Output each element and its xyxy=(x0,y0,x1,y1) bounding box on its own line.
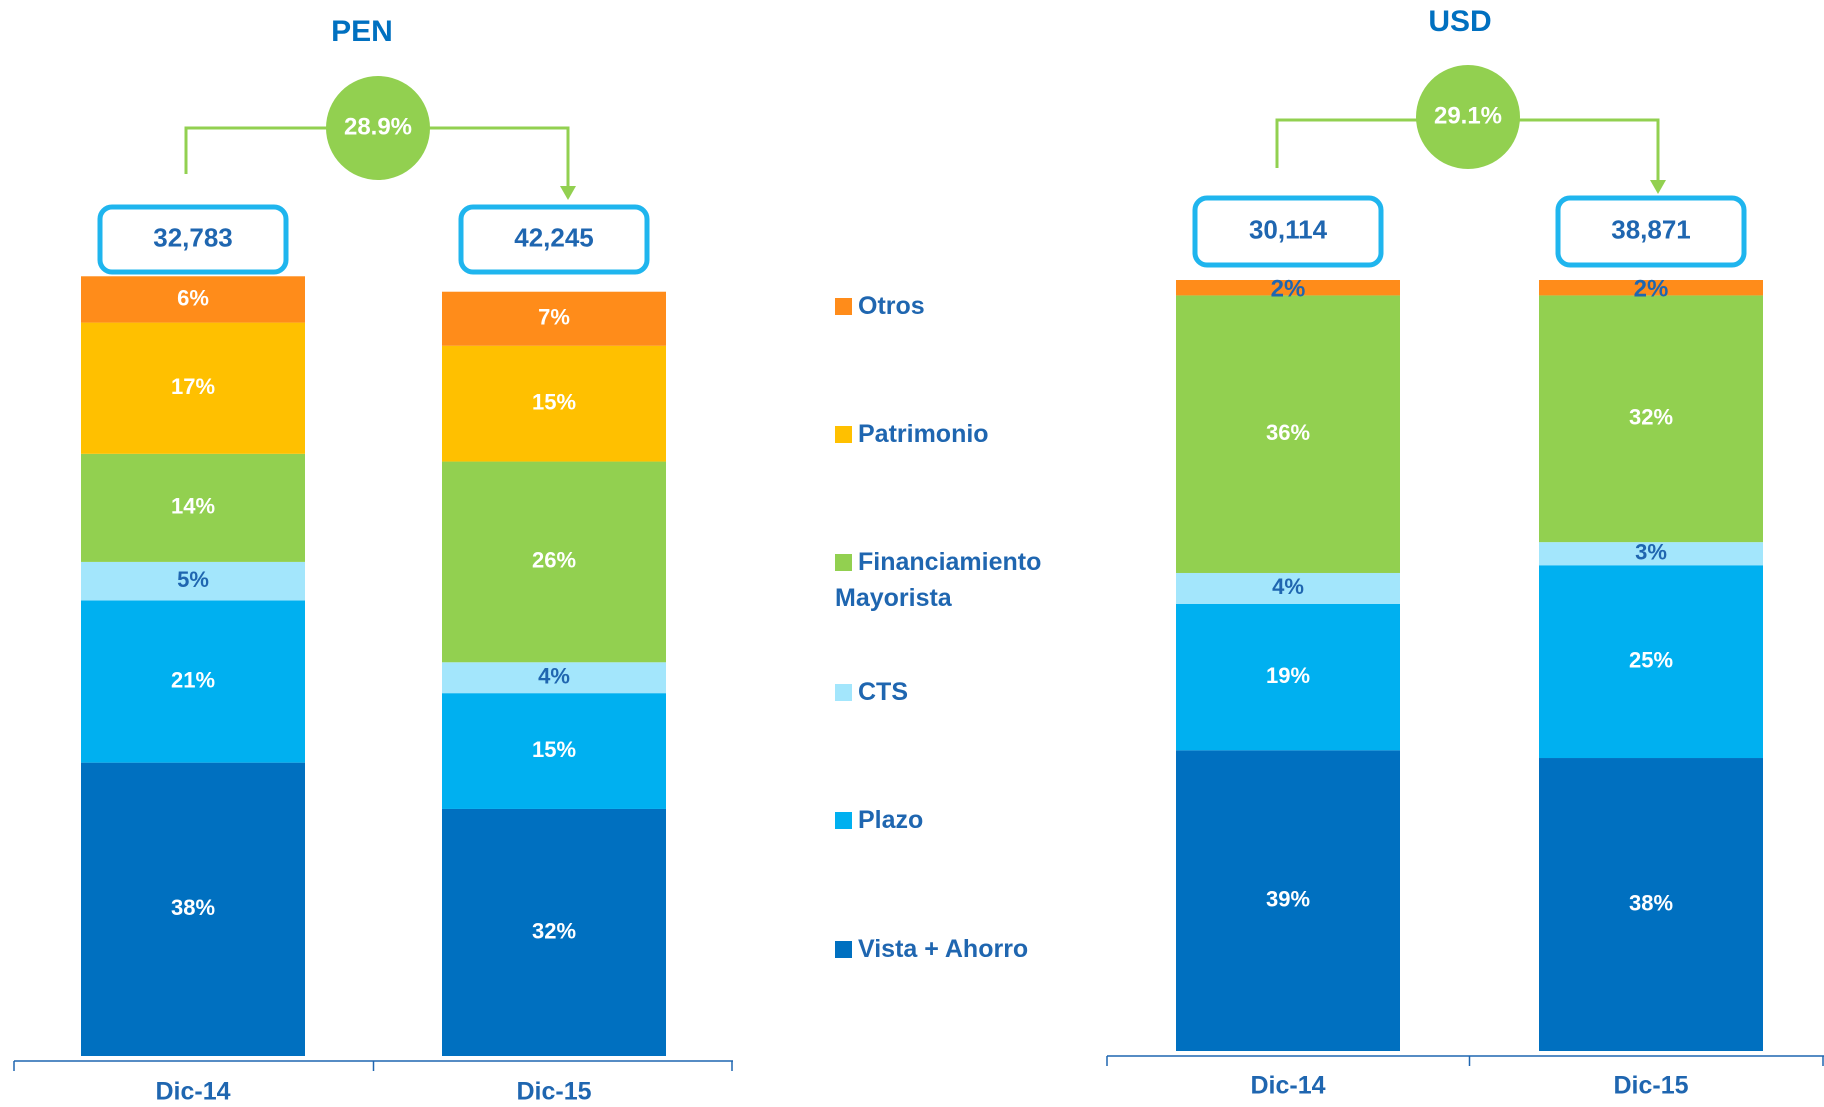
bar-segment xyxy=(1539,758,1763,1051)
data-label: 7% xyxy=(538,305,570,330)
legend-label: CTS xyxy=(858,678,908,706)
bar-segment xyxy=(442,662,666,694)
bar-segment xyxy=(1539,295,1763,543)
bar-segment xyxy=(442,808,666,1056)
legend-swatch xyxy=(835,426,852,443)
data-label: 32% xyxy=(1629,405,1673,430)
x-tick-label: Dic-14 xyxy=(155,1078,230,1106)
bar-segment xyxy=(1539,280,1763,296)
total-label: 38,871 xyxy=(1611,214,1691,244)
legend-label: Vista + Ahorro xyxy=(858,935,1029,963)
bar-segment xyxy=(1539,565,1763,759)
bar-segment xyxy=(81,276,305,323)
legend-swatch xyxy=(835,298,852,315)
data-label: 15% xyxy=(532,737,576,762)
bar-segment xyxy=(81,561,305,601)
legend-entry: Financiamiento Mayorista xyxy=(835,544,1065,616)
bar-segment xyxy=(442,291,666,346)
data-label: 5% xyxy=(177,567,209,592)
data-label: 6% xyxy=(177,285,209,310)
growth-arrow xyxy=(560,186,576,200)
data-label: 26% xyxy=(532,548,576,573)
bar-segment xyxy=(442,345,666,462)
legend-label: Plazo xyxy=(858,806,924,834)
bar-segment xyxy=(81,453,305,562)
growth-bubble xyxy=(326,76,430,180)
bar-segment xyxy=(1176,603,1400,751)
x-tick-label: Dic-14 xyxy=(1250,1072,1325,1100)
bar-segment xyxy=(1539,542,1763,566)
legend-swatch xyxy=(835,812,852,829)
legend-entry: Vista + Ahorro xyxy=(835,931,1065,967)
bar-segment xyxy=(81,322,305,454)
data-label: 36% xyxy=(1266,420,1310,445)
total-box xyxy=(97,204,289,275)
total-label: 42,245 xyxy=(514,222,594,252)
bar-segment xyxy=(442,461,666,663)
bar-segment xyxy=(1176,750,1400,1051)
data-label: 15% xyxy=(532,389,576,414)
chart-title: PEN xyxy=(331,15,393,48)
legend-entry: Plazo xyxy=(835,802,1065,838)
chart-title: USD xyxy=(1428,5,1491,38)
data-label: 3% xyxy=(1635,540,1667,565)
legend-entry: CTS xyxy=(835,674,1065,710)
bar-segment xyxy=(1176,280,1400,296)
growth-bubble xyxy=(1416,65,1520,169)
legend-swatch xyxy=(835,684,852,701)
total-label: 30,114 xyxy=(1249,214,1328,244)
data-label: 17% xyxy=(171,374,215,399)
x-tick-label: Dic-15 xyxy=(516,1078,591,1106)
bar-segment xyxy=(442,693,666,809)
data-label: 14% xyxy=(171,494,215,519)
total-label: 32,783 xyxy=(153,222,233,252)
growth-label: 29.1% xyxy=(1434,102,1502,129)
bar-segment xyxy=(1176,295,1400,573)
legend-entry: Patrimonio xyxy=(835,416,1065,452)
data-label: 38% xyxy=(1629,890,1673,915)
total-box xyxy=(1555,195,1747,268)
legend-swatch xyxy=(835,554,852,571)
data-label: 21% xyxy=(171,667,215,692)
legend-entry: Otros xyxy=(835,288,1065,324)
growth-arrow xyxy=(1650,180,1666,194)
legend-label: Patrimonio xyxy=(858,420,989,448)
data-label: 25% xyxy=(1629,647,1673,672)
total-box xyxy=(458,204,650,275)
x-tick-label: Dic-15 xyxy=(1613,1072,1688,1100)
legend-swatch xyxy=(835,941,852,958)
data-label: 32% xyxy=(532,918,576,943)
data-label: 4% xyxy=(538,664,570,689)
data-label: 2% xyxy=(1634,275,1669,302)
bar-segment xyxy=(1176,572,1400,604)
total-box xyxy=(1192,195,1384,268)
data-label: 4% xyxy=(1272,574,1304,599)
legend-label: Financiamiento Mayorista xyxy=(835,548,1042,612)
bar-segment xyxy=(81,600,305,763)
legend-label: Otros xyxy=(858,292,925,320)
data-label: 19% xyxy=(1266,663,1310,688)
data-label: 2% xyxy=(1271,275,1306,302)
growth-label: 28.9% xyxy=(344,113,412,140)
bar-segment xyxy=(81,762,305,1056)
data-label: 38% xyxy=(171,895,215,920)
data-label: 39% xyxy=(1266,886,1310,911)
